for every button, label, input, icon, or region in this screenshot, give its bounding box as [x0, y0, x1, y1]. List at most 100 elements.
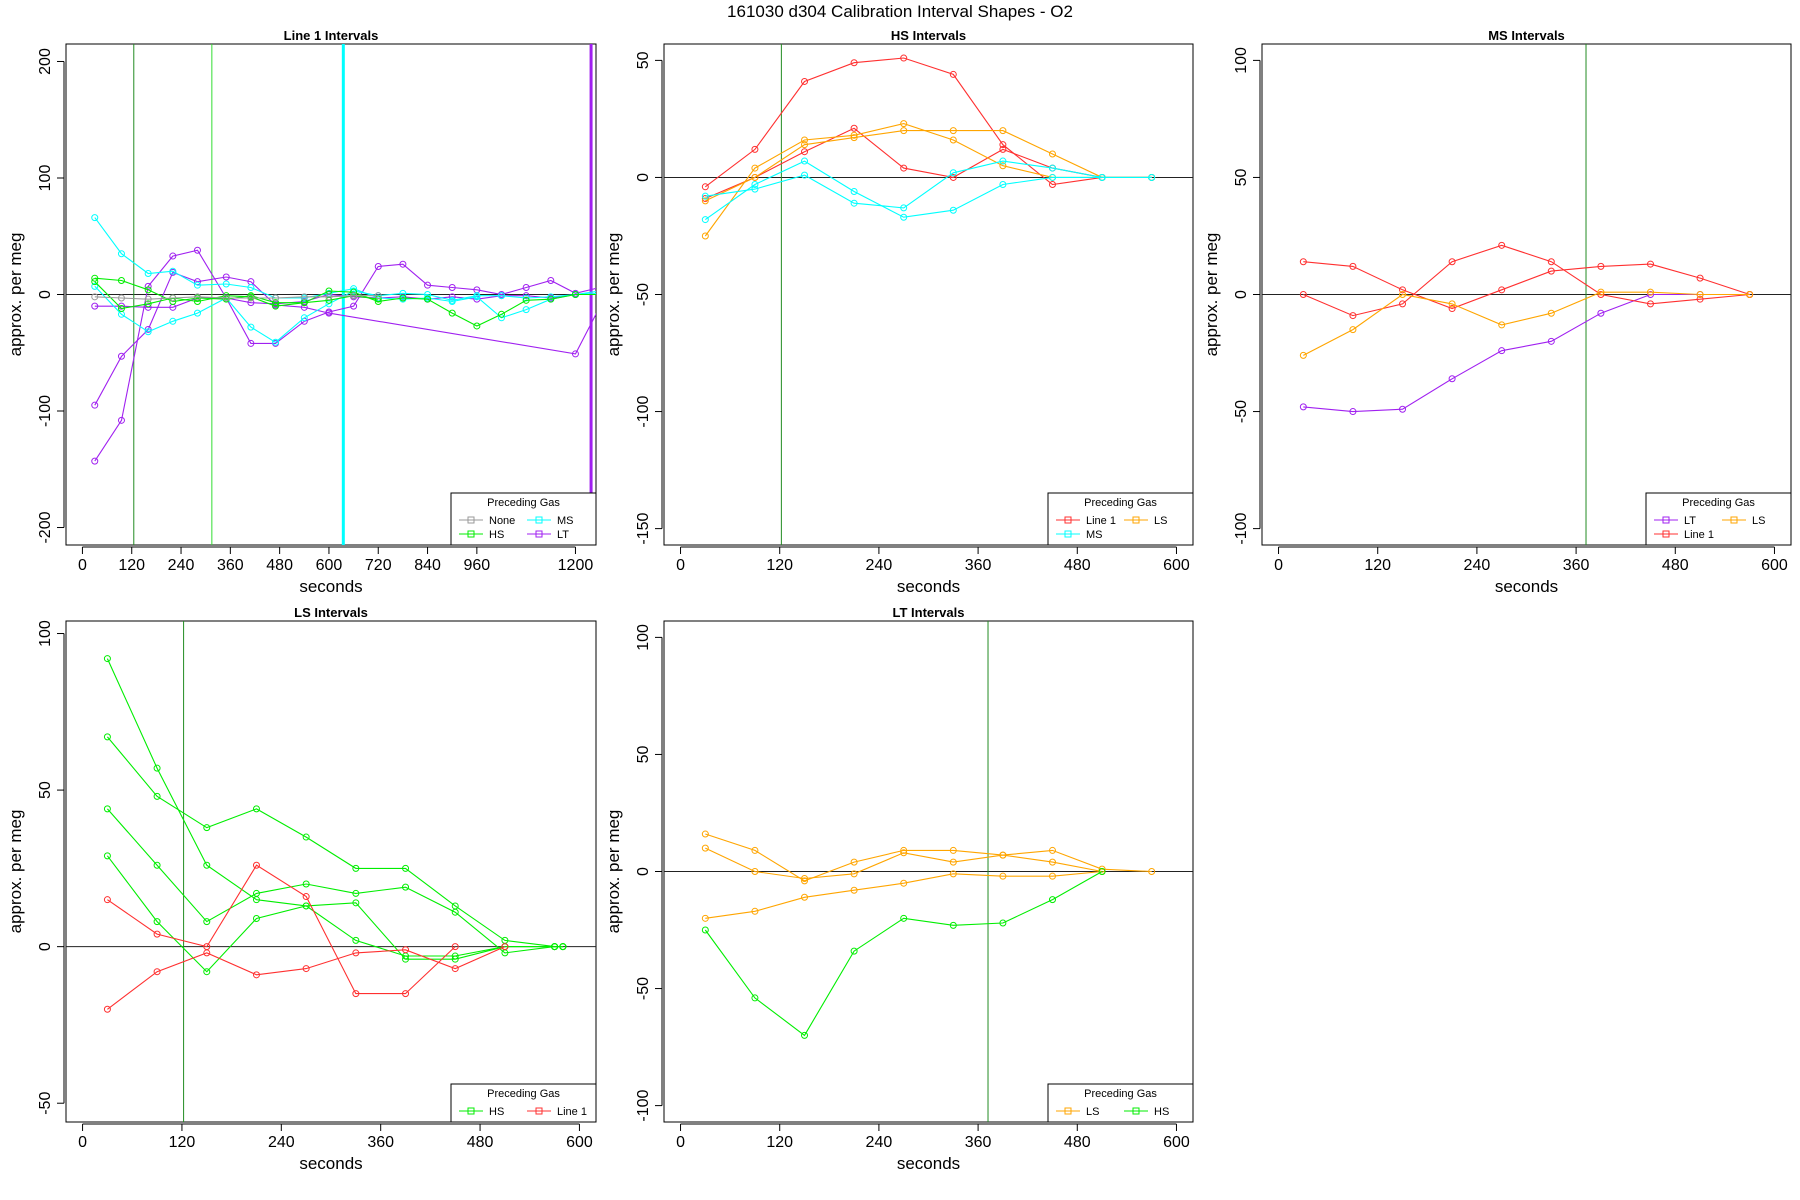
- data-point: [900, 120, 908, 128]
- data-point: [144, 328, 152, 336]
- data-point: [1597, 262, 1605, 270]
- data-point: [1299, 291, 1307, 298]
- series-line: [94, 271, 596, 406]
- legend-label: Line 1: [1086, 515, 1116, 527]
- data-point: [559, 943, 567, 951]
- data-point: [103, 805, 111, 813]
- data-point: [424, 295, 432, 303]
- data-point: [850, 124, 858, 132]
- x-tick-label: 360: [1563, 557, 1590, 574]
- plot-area: [66, 44, 596, 545]
- data-point: [91, 274, 99, 282]
- data-point: [1349, 262, 1357, 270]
- y-tick-label: -50: [1233, 400, 1250, 423]
- data-point: [1646, 288, 1654, 296]
- legend-label: LT: [557, 529, 569, 541]
- data-point: [949, 858, 957, 866]
- data-point: [222, 292, 230, 300]
- data-point: [203, 968, 211, 976]
- data-point: [144, 286, 152, 294]
- data-point: [203, 861, 211, 869]
- data-point: [169, 294, 177, 302]
- data-point: [300, 293, 308, 301]
- legend-label: LT: [1684, 515, 1696, 527]
- data-point: [571, 291, 579, 298]
- data-point: [374, 292, 382, 300]
- data-point: [153, 930, 161, 938]
- data-point: [850, 187, 858, 195]
- data-point: [222, 294, 230, 302]
- data-point: [193, 281, 201, 289]
- data-point: [117, 304, 125, 312]
- legend-title: Preceding Gas: [1084, 1088, 1157, 1100]
- data-point: [850, 947, 858, 955]
- y-tick-label: 50: [1233, 168, 1250, 186]
- data-point: [801, 877, 809, 885]
- data-point: [801, 875, 809, 883]
- data-point: [850, 199, 858, 207]
- data-point: [522, 294, 530, 302]
- x-axis-label: seconds: [897, 1154, 960, 1173]
- plot-frame: [663, 43, 1194, 546]
- legend: Preceding Gas LT Line 1 LS: [1645, 492, 1792, 546]
- data-point: [302, 965, 310, 973]
- data-point: [801, 141, 809, 149]
- data-point: [1399, 300, 1407, 308]
- data-point: [850, 858, 858, 866]
- data-point: [701, 914, 709, 922]
- data-point: [1547, 337, 1555, 345]
- data-point: [448, 296, 456, 304]
- data-point: [1299, 403, 1307, 411]
- data-point: [402, 946, 410, 954]
- legend-box: [450, 492, 597, 546]
- x-tick-label: 0: [676, 1134, 685, 1151]
- data-point: [547, 293, 555, 301]
- data-point: [900, 879, 908, 887]
- data-point: [1646, 300, 1654, 308]
- x-tick-label: 120: [766, 557, 793, 574]
- data-point: [153, 861, 161, 869]
- data-point: [103, 655, 111, 663]
- y-tick-label: 100: [37, 165, 54, 192]
- data-point: [91, 457, 99, 465]
- data-point: [352, 990, 360, 998]
- x-tick-label: 120: [766, 1134, 793, 1151]
- legend-label: LS: [1154, 515, 1167, 527]
- y-axis-label: approx. per meg: [604, 233, 623, 357]
- x-tick-label: 720: [365, 557, 392, 574]
- data-point: [473, 322, 481, 330]
- y-tick-label: -50: [635, 977, 652, 1000]
- x-tick-label: 600: [1163, 1134, 1190, 1151]
- data-point: [1048, 180, 1056, 188]
- legend-label: HS: [1154, 1106, 1169, 1118]
- legend-marker: [1064, 530, 1072, 538]
- data-point: [999, 919, 1007, 927]
- data-point: [302, 880, 310, 888]
- data-point: [1696, 291, 1704, 298]
- series-line: [705, 847, 1103, 880]
- data-point: [701, 844, 709, 852]
- legend-marker: [1132, 516, 1140, 524]
- data-point: [1098, 868, 1106, 875]
- legend-label: LS: [1752, 515, 1765, 527]
- data-point: [850, 870, 858, 878]
- plot-area: [664, 44, 1193, 545]
- x-tick-label: 0: [78, 557, 87, 574]
- data-point: [1098, 173, 1106, 181]
- data-point: [751, 180, 759, 188]
- legend-marker: [467, 516, 475, 524]
- data-point: [900, 849, 908, 857]
- series-line: [1303, 293, 1750, 413]
- data-point: [801, 148, 809, 156]
- legend-label: Line 1: [557, 1106, 587, 1118]
- data-point: [999, 851, 1007, 859]
- data-point: [325, 293, 333, 301]
- x-tick-label: 120: [118, 557, 145, 574]
- data-point: [801, 171, 809, 179]
- data-point: [424, 281, 432, 289]
- legend-box: [1047, 1083, 1194, 1123]
- x-axis-label: seconds: [299, 1154, 362, 1173]
- data-point: [751, 994, 759, 1002]
- plot-area: [1262, 44, 1791, 545]
- data-point: [999, 127, 1007, 135]
